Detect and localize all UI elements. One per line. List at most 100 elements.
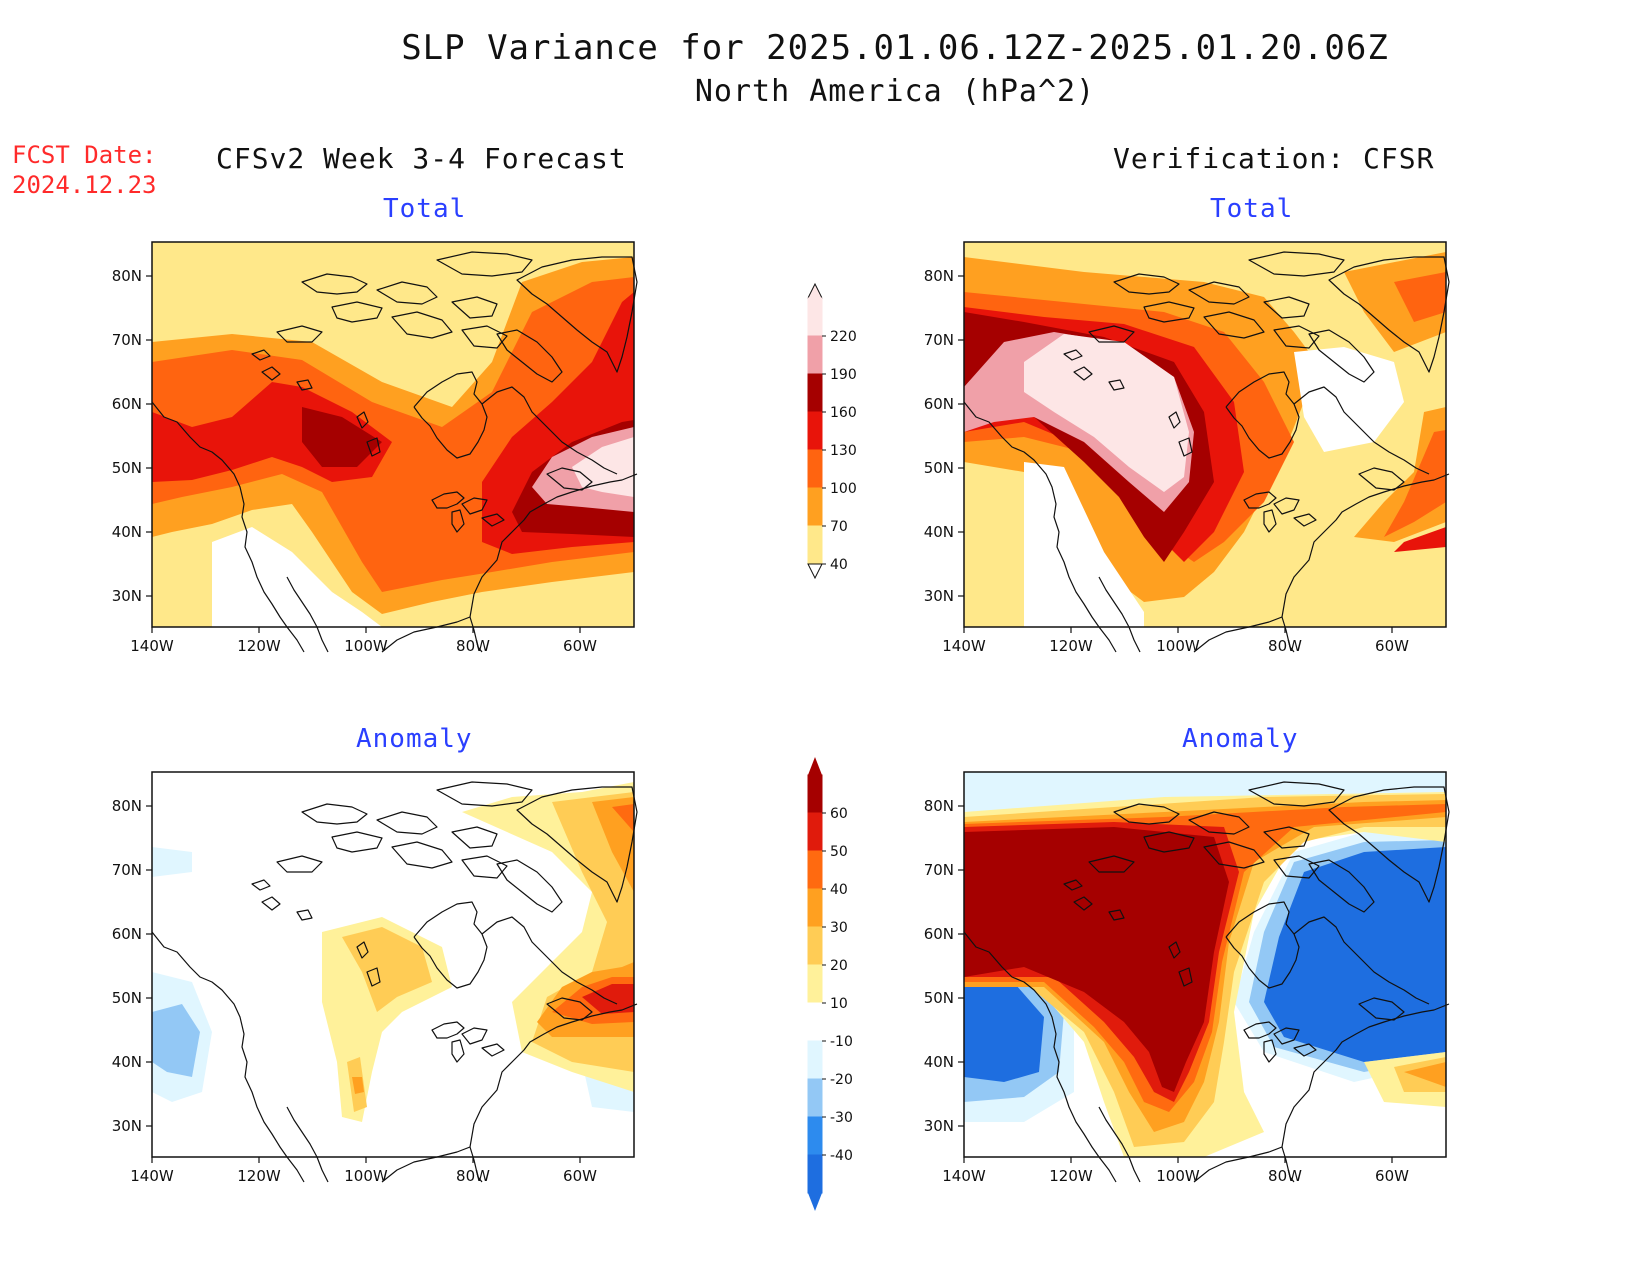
lon-tick-label: 140W [130, 637, 174, 655]
colorbar-label: -40 [830, 1148, 853, 1164]
colorbar-swatch [807, 774, 823, 814]
lat-tick-label: 50N [112, 459, 142, 477]
colorbar-label: -20 [830, 1072, 853, 1088]
field-130 [152, 292, 634, 554]
lat-tick-label: 50N [924, 989, 954, 1007]
lat-tick-label: 60N [112, 395, 142, 413]
forecast-total-map: 80N 70N 60N 50N 40N 30N 140W 120W 100W 80W 60W [112, 241, 638, 655]
lat-tick-label: 70N [112, 861, 142, 879]
forecast-total-axes: 80N 70N 60N 50N 40N 30N 140W 120W 100W 80W 60W [112, 267, 597, 655]
field-minus-40 [964, 847, 1446, 1082]
field-minus-20 [152, 847, 634, 1112]
colorbar-swatch [807, 926, 823, 966]
lat-tick-label: 40N [924, 523, 954, 541]
colorbar-label: 40 [830, 557, 848, 573]
colorbar-swatch [807, 335, 823, 375]
panel-title-forecast-total: Total [383, 194, 467, 224]
verification-total-axes: 80N 70N 60N 50N 40N 30N 140W 120W 100W 80W 60W [924, 267, 1409, 655]
lon-tick-label: 60W [1375, 1167, 1409, 1185]
colorbar-label: 50 [830, 844, 848, 860]
colorbar-swatch [807, 1116, 823, 1156]
colorbar-swatch [807, 487, 823, 527]
colorbar-bottom-arrow [807, 563, 823, 580]
colorbar-label: -10 [830, 1034, 853, 1050]
lat-tick-label: 30N [924, 1117, 954, 1135]
panel-title-verification-anomaly: Anomaly [1182, 724, 1299, 754]
lon-tick-label: 60W [563, 1167, 597, 1185]
left-column-title: CFSv2 Week 3-4 Forecast [216, 142, 627, 175]
colorbar-swatch [807, 812, 823, 852]
lat-tick-label: 60N [924, 395, 954, 413]
lon-tick-label: 120W [237, 637, 281, 655]
lat-tick-label: 80N [924, 267, 954, 285]
colorbar-swatch [807, 888, 823, 928]
lon-tick-label: 60W [1375, 637, 1409, 655]
anomaly-colorbar: 60 50 40 30 20 10 -10 -20 -30 -40 [807, 757, 853, 1211]
colorbar-swatch [807, 1040, 823, 1080]
lon-tick-label: 140W [130, 1167, 174, 1185]
lat-tick-label: 40N [924, 1053, 954, 1071]
colorbar-swatch [807, 449, 823, 489]
lon-tick-label: 80W [456, 637, 490, 655]
lat-tick-label: 70N [924, 861, 954, 879]
lon-tick-label: 100W [1156, 637, 1200, 655]
lat-tick-label: 80N [112, 267, 142, 285]
colorbar-label: 130 [830, 443, 857, 459]
field-30 [352, 797, 634, 1094]
colorbar-top-arrow [808, 757, 822, 775]
colorbar-label: 20 [830, 958, 848, 974]
colorbar-label: 70 [830, 519, 848, 535]
colorbar-label: 100 [830, 481, 857, 497]
main-title: SLP Variance for 2025.01.06.12Z-2025.01.… [401, 28, 1389, 68]
colorbar-label: 160 [830, 405, 857, 421]
lon-tick-label: 100W [344, 637, 388, 655]
field-below-40-east [1294, 347, 1404, 452]
lon-tick-label: 140W [942, 637, 986, 655]
lat-tick-label: 60N [112, 925, 142, 943]
lon-tick-label: 60W [563, 637, 597, 655]
field-below-40-west [1024, 462, 1144, 627]
colorbar-swatch [807, 1078, 823, 1118]
colorbar-swatch [807, 964, 823, 1004]
total-colorbar: 40 70 100 130 160 190 220 [807, 282, 857, 580]
panel-title-forecast-anomaly: Anomaly [356, 724, 473, 754]
lat-tick-label: 40N [112, 523, 142, 541]
lat-tick-label: 50N [924, 459, 954, 477]
lon-tick-label: 140W [942, 1167, 986, 1185]
colorbar-swatch [807, 850, 823, 890]
verification-anomaly-map: 80N 70N 60N 50N 40N 30N 140W 120W 100W 80W 60W [924, 771, 1450, 1185]
lon-tick-label: 120W [237, 1167, 281, 1185]
lat-tick-label: 30N [112, 1117, 142, 1135]
forecast-date: FCST Date: 2024.12.23 [12, 140, 157, 200]
lat-tick-label: 70N [924, 331, 954, 349]
lat-tick-label: 50N [112, 989, 142, 1007]
forecast-anomaly-map: 80N 70N 60N 50N 40N 30N 140W 120W 100W 80W 60W [112, 771, 638, 1185]
colorbar-swatch [807, 525, 823, 565]
field-minus-30 [152, 1004, 200, 1077]
lon-tick-label: 100W [344, 1167, 388, 1185]
colorbar-swatch [807, 1154, 823, 1194]
forecast-date-value: 2024.12.23 [12, 171, 157, 199]
lon-tick-label: 80W [456, 1167, 490, 1185]
panel-title-verification-total: Total [1210, 194, 1294, 224]
lon-tick-label: 80W [1268, 637, 1302, 655]
colorbar-label: 190 [830, 367, 857, 383]
lon-tick-label: 80W [1268, 1167, 1302, 1185]
colorbar-label: 40 [830, 882, 848, 898]
lat-tick-label: 80N [112, 797, 142, 815]
colorbar-swatch [807, 297, 823, 337]
colorbar-swatch [807, 411, 823, 451]
verification-anomaly-axes: 80N 70N 60N 50N 40N 30N 140W 120W 100W 80W 60W [924, 797, 1409, 1185]
lon-tick-label: 120W [1049, 637, 1093, 655]
colorbar-top-arrow [807, 282, 823, 299]
lon-tick-label: 120W [1049, 1167, 1093, 1185]
colorbar-label: 30 [830, 920, 848, 936]
lon-tick-label: 100W [1156, 1167, 1200, 1185]
lat-tick-label: 30N [112, 587, 142, 605]
lat-tick-label: 70N [112, 331, 142, 349]
main-subtitle: North America (hPa^2) [694, 74, 1096, 109]
forecast-date-label: FCST Date: [12, 141, 157, 169]
field-160 [302, 407, 634, 537]
colorbar-swatch [807, 1002, 823, 1042]
forecast-anomaly-axes: 80N 70N 60N 50N 40N 30N 140W 120W 100W 80W 60W [112, 797, 597, 1185]
